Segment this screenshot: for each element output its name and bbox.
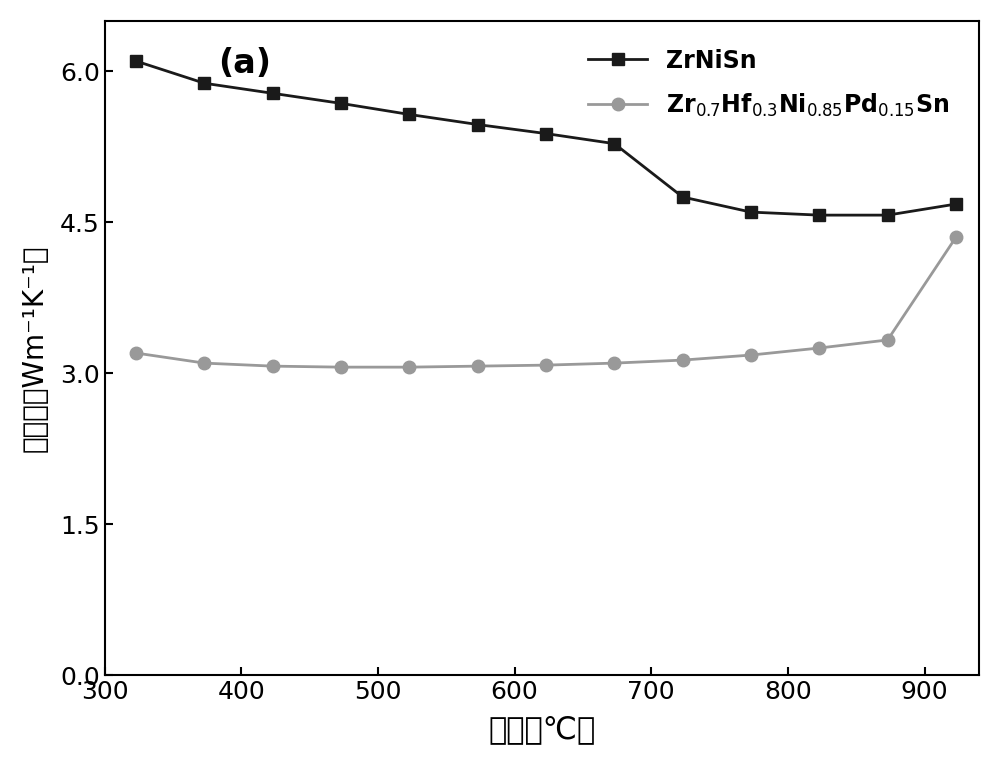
Y-axis label: 热导率（Wm⁻¹K⁻¹）: 热导率（Wm⁻¹K⁻¹） (21, 244, 49, 452)
Text: (a): (a) (218, 47, 271, 80)
Legend: ZrNiSn, Zr$_{0.7}$Hf$_{0.3}$Ni$_{0.85}$Pd$_{0.15}$Sn: ZrNiSn, Zr$_{0.7}$Hf$_{0.3}$Ni$_{0.85}$P… (579, 39, 959, 129)
X-axis label: 温度（℃）: 温度（℃） (488, 715, 596, 744)
